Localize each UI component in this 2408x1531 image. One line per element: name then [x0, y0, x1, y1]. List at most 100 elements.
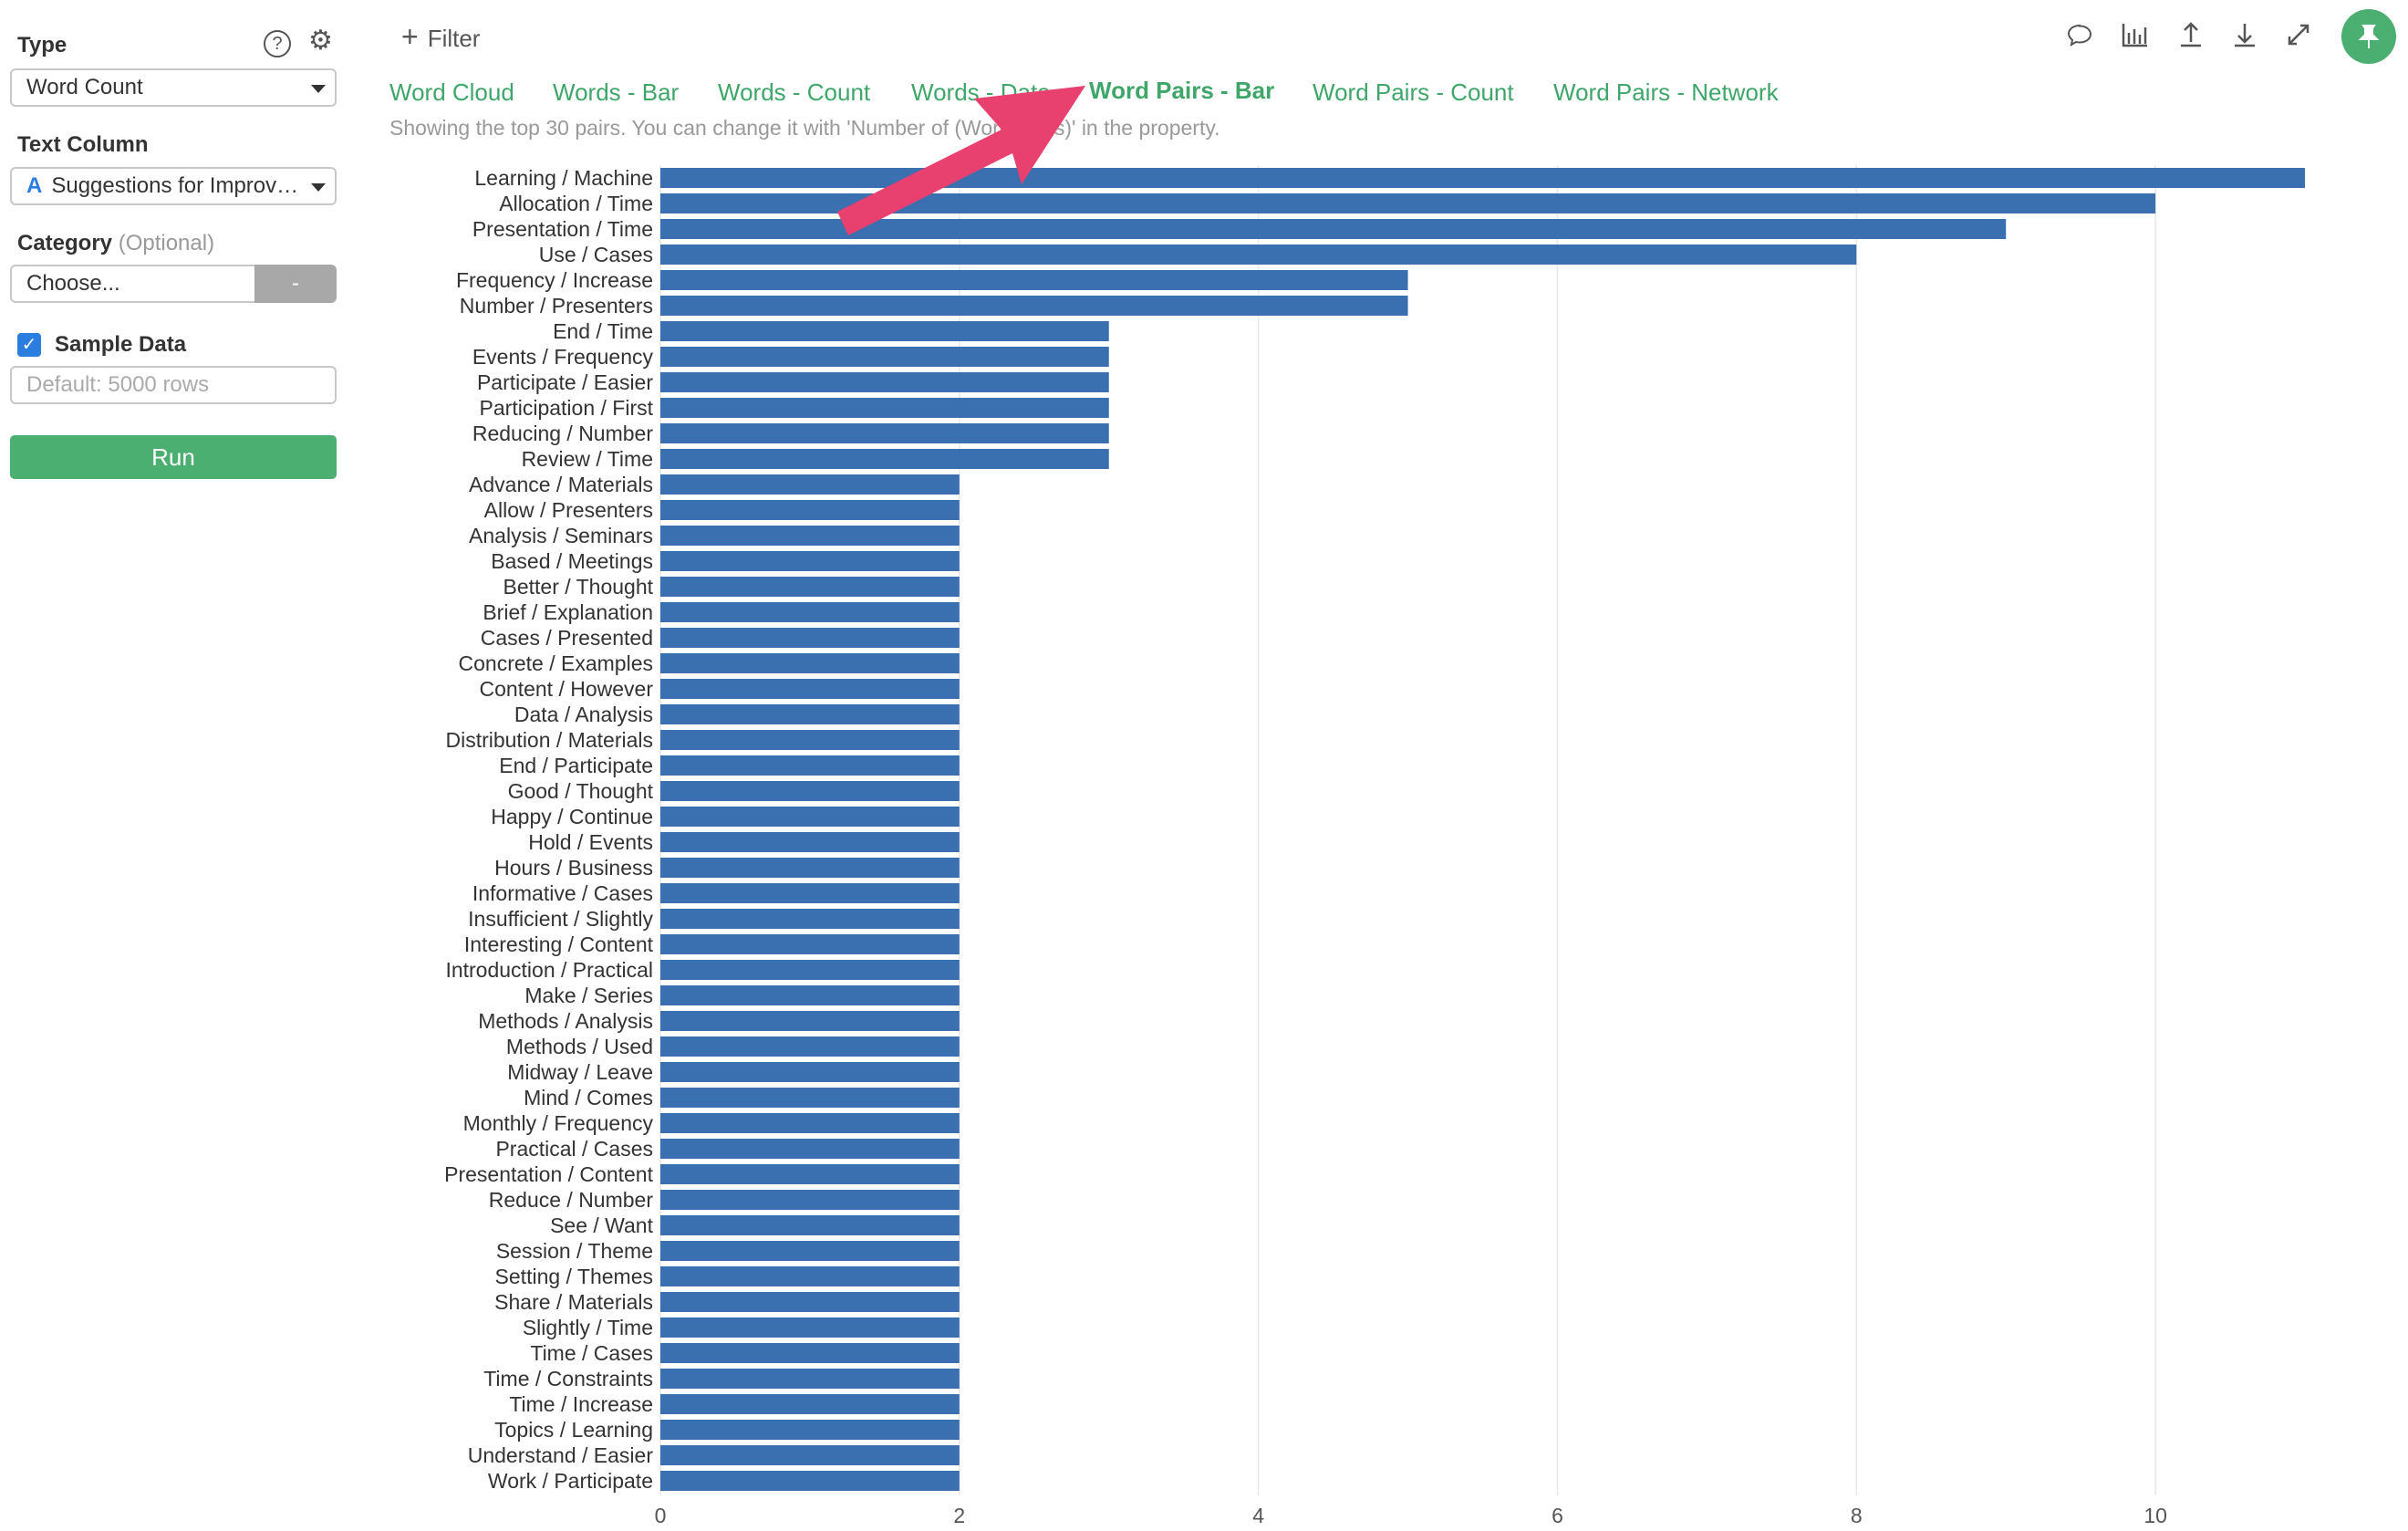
chevron-down-icon: [311, 183, 326, 192]
bar: [660, 1113, 960, 1133]
y-tick-label: Advance / Materials: [469, 473, 653, 496]
y-tick-label: Time / Cases: [530, 1341, 653, 1365]
bar: [660, 1317, 960, 1338]
bar: [660, 449, 1109, 469]
bar: [660, 1215, 960, 1235]
bar: [660, 704, 960, 724]
tab-word-pairs-network[interactable]: Word Pairs - Network: [1553, 78, 1779, 106]
y-tick-label: Data / Analysis: [514, 703, 653, 726]
x-tick-label: 8: [1851, 1504, 1863, 1527]
bar: [660, 602, 960, 622]
y-tick-label: Number / Presenters: [460, 294, 653, 318]
y-tick-label: Frequency / Increase: [456, 268, 653, 292]
y-tick-label: Time / Increase: [509, 1392, 653, 1416]
y-tick-label: Based / Meetings: [491, 549, 653, 573]
bar: [660, 1292, 960, 1312]
y-tick-label: Topics / Learning: [494, 1418, 653, 1442]
sample-data-checkbox[interactable]: ✓: [17, 333, 41, 357]
type-select[interactable]: Word Count: [10, 68, 337, 107]
y-tick-label: Allocation / Time: [499, 192, 653, 215]
y-tick-label: Monthly / Frequency: [463, 1111, 654, 1135]
y-tick-label: Time / Constraints: [483, 1367, 653, 1390]
bar: [660, 1445, 960, 1465]
bar: [660, 423, 1109, 443]
category-select[interactable]: Choose...: [10, 265, 256, 303]
y-tick-label: End / Time: [553, 319, 653, 343]
help-icon[interactable]: ?: [264, 30, 291, 57]
tab-words-bar[interactable]: Words - Bar: [553, 78, 680, 106]
bar: [660, 985, 960, 1005]
chevron-down-icon: [311, 85, 326, 93]
bar: [660, 653, 960, 673]
y-tick-label: End / Participate: [499, 754, 653, 777]
y-tick-label: Midway / Leave: [507, 1060, 653, 1084]
bar: [660, 474, 960, 495]
y-tick-label: Events / Frequency: [472, 345, 654, 369]
pin-button[interactable]: [2341, 9, 2396, 64]
sample-rows-input[interactable]: Default: 5000 rows: [10, 366, 337, 404]
bar: [660, 1036, 960, 1057]
bar: [660, 781, 960, 801]
y-tick-label: Participation / First: [480, 396, 654, 420]
upload-icon[interactable]: [2174, 18, 2207, 51]
x-tick-label: 6: [1552, 1504, 1563, 1527]
y-tick-label: Hold / Events: [528, 830, 653, 854]
bar: [660, 883, 960, 903]
y-tick-label: Insufficient / Slightly: [468, 907, 653, 931]
y-tick-label: Share / Materials: [494, 1290, 653, 1314]
y-tick-label: See / Want: [550, 1213, 654, 1237]
filter-button[interactable]: + Filter: [401, 20, 481, 53]
type-label: Type: [17, 33, 67, 57]
y-tick-label: Practical / Cases: [495, 1137, 653, 1161]
y-tick-label: Methods / Used: [506, 1035, 653, 1058]
bar: [660, 1420, 960, 1440]
category-clear-button[interactable]: -: [254, 265, 337, 303]
bar: [660, 934, 960, 954]
y-tick-label: Review / Time: [522, 447, 653, 471]
y-tick-label: Concrete / Examples: [459, 651, 653, 675]
bar: [660, 347, 1109, 367]
y-tick-label: Presentation / Content: [444, 1162, 653, 1186]
bar: [660, 551, 960, 571]
bar: [660, 321, 1109, 341]
bar: [660, 245, 1857, 265]
y-tick-label: Learning / Machine: [474, 166, 653, 190]
y-tick-label: Reduce / Number: [489, 1188, 654, 1212]
tab-word-cloud[interactable]: Word Cloud: [389, 78, 514, 106]
y-tick-label: Make / Series: [524, 984, 653, 1007]
bar: [660, 1190, 960, 1210]
bar: [660, 679, 960, 699]
text-type-icon: A: [26, 173, 43, 198]
bar: [660, 296, 1408, 316]
bar: [660, 807, 960, 827]
y-tick-label: Good / Thought: [508, 779, 654, 803]
run-button[interactable]: Run: [10, 435, 337, 479]
bar: [660, 193, 2156, 214]
tab-word-pairs-bar[interactable]: Word Pairs - Bar: [1089, 77, 1275, 104]
gear-icon[interactable]: ⚙: [308, 26, 333, 56]
bar: [660, 1471, 960, 1491]
bar: [660, 858, 960, 878]
bar: [660, 398, 1109, 418]
bar: [660, 1062, 960, 1082]
tab-word-pairs-count[interactable]: Word Pairs - Count: [1313, 78, 1514, 106]
bar: [660, 832, 960, 852]
bar: [660, 1164, 960, 1184]
y-tick-label: Distribution / Materials: [445, 728, 653, 752]
y-tick-label: Slightly / Time: [523, 1316, 653, 1339]
bar: [660, 1394, 960, 1414]
x-tick-label: 4: [1252, 1504, 1264, 1527]
y-tick-label: Participate / Easier: [477, 370, 653, 394]
bar: [660, 577, 960, 597]
y-tick-label: Analysis / Seminars: [469, 524, 653, 547]
bar: [660, 1266, 960, 1286]
download-icon[interactable]: [2228, 18, 2261, 51]
expand-icon[interactable]: [2282, 18, 2315, 51]
chart-icon[interactable]: [2118, 18, 2151, 51]
bar: [660, 219, 2007, 239]
bar: [660, 1241, 960, 1261]
bar: [660, 1088, 960, 1108]
comment-icon[interactable]: [2063, 18, 2096, 51]
text-column-select[interactable]: A Suggestions for Improv…: [10, 167, 337, 205]
y-tick-label: Reducing / Number: [472, 422, 653, 445]
